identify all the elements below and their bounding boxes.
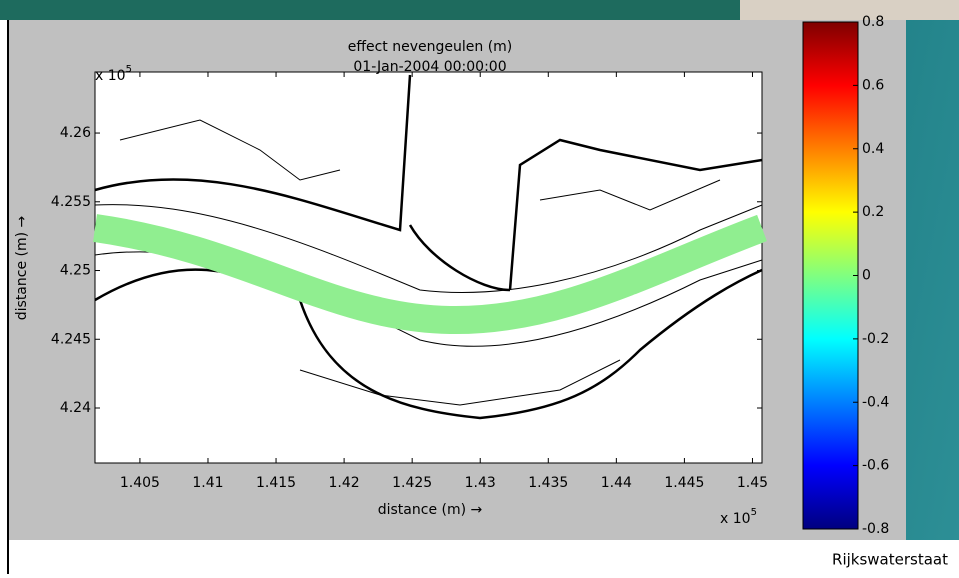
y-tick-label: 4.24: [60, 400, 91, 416]
colorbar-tick-label: -0.2: [862, 331, 889, 347]
colorbar-tick-label: 0: [862, 268, 871, 284]
colorbar: [803, 22, 858, 529]
colorbar-tick-label: -0.8: [862, 521, 889, 537]
x-tick-label: 1.435: [528, 475, 568, 491]
x-tick-label: 1.425: [392, 475, 432, 491]
colorbar-tick-label: -0.4: [862, 394, 889, 410]
x-tick-label: 1.415: [256, 475, 296, 491]
scale-exponent: 5: [126, 64, 132, 75]
y-tick-label: 4.26: [60, 125, 91, 141]
colorbar-tick-label: 0.8: [862, 14, 884, 30]
x-tick-label: 1.41: [192, 475, 223, 491]
slide: effect nevengeulen (m) 01-Jan-2004 00:00…: [0, 0, 959, 574]
colorbar-tick-label: 0.2: [862, 204, 884, 220]
y-tick-label: 4.25: [60, 263, 91, 279]
y-tick-label: 4.245: [51, 331, 91, 347]
colorbar-tick-label: 0.6: [862, 77, 884, 93]
organization: Rijkswaterstaat: [832, 551, 948, 569]
x-tick-label: 1.42: [329, 475, 360, 491]
scale-prefix: x 10: [95, 68, 126, 84]
scale-prefix: x 10: [720, 511, 751, 527]
colorbar-tick-label: -0.6: [862, 458, 889, 474]
x-tick-label: 1.45: [737, 475, 768, 491]
y-axis-label: distance (m) →: [14, 215, 30, 320]
x-tick-label: 1.405: [120, 475, 160, 491]
y-tick-label: 4.255: [51, 194, 91, 210]
chart-title: effect nevengeulen (m): [348, 39, 513, 55]
x-tick-label: 1.445: [664, 475, 704, 491]
x-axis-label: distance (m) →: [378, 502, 483, 518]
chart-subtitle: 01-Jan-2004 00:00:00: [353, 59, 506, 75]
x-tick-label: 1.44: [601, 475, 632, 491]
banner: [0, 0, 850, 20]
scale-exponent: 5: [751, 507, 757, 518]
x-tick-label: 1.43: [465, 475, 496, 491]
banner-image: [740, 0, 959, 20]
colorbar-tick-label: 0.4: [862, 141, 884, 157]
